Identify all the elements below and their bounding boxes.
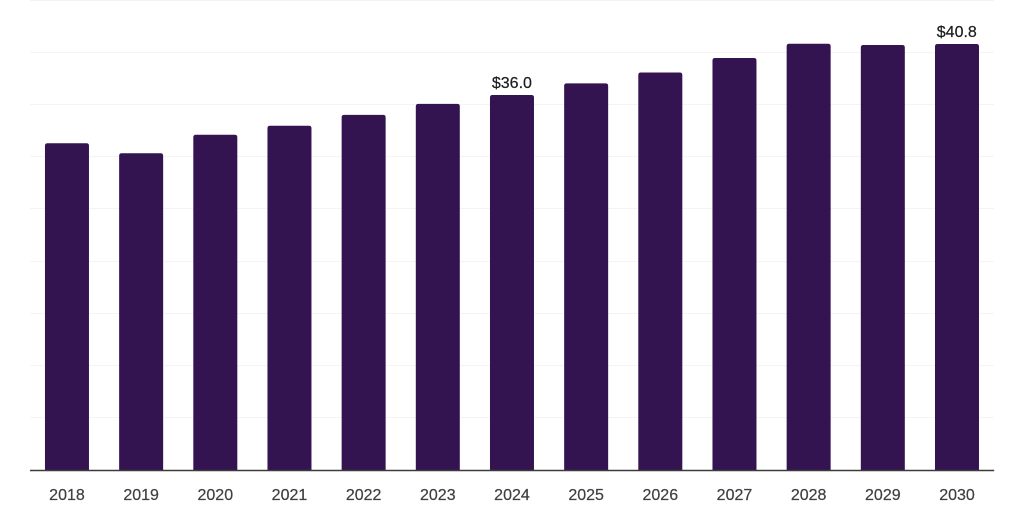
svg-text:2028: 2028 xyxy=(791,487,827,504)
svg-text:2018: 2018 xyxy=(49,487,85,504)
svg-text:2026: 2026 xyxy=(643,487,679,504)
svg-text:2025: 2025 xyxy=(568,487,604,504)
svg-text:2019: 2019 xyxy=(123,487,159,504)
svg-text:2022: 2022 xyxy=(346,487,382,504)
svg-text:2020: 2020 xyxy=(198,487,234,504)
svg-text:2030: 2030 xyxy=(939,487,975,504)
svg-text:$36.0: $36.0 xyxy=(492,75,532,92)
svg-text:$40.8: $40.8 xyxy=(937,24,977,41)
svg-text:2023: 2023 xyxy=(420,487,456,504)
svg-text:2021: 2021 xyxy=(272,487,308,504)
svg-text:2027: 2027 xyxy=(717,487,753,504)
svg-text:2029: 2029 xyxy=(865,487,901,504)
svg-text:2024: 2024 xyxy=(494,487,530,504)
